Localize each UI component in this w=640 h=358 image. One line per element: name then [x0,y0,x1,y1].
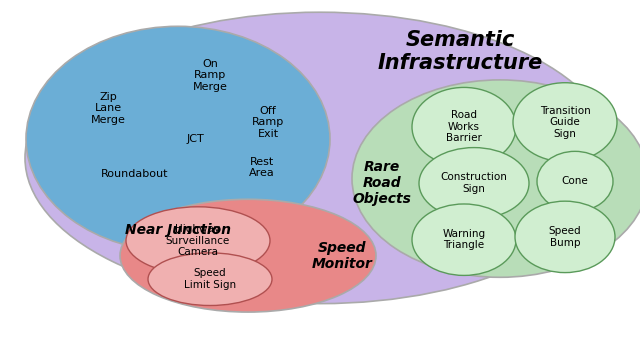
Ellipse shape [148,253,272,305]
Ellipse shape [26,26,330,252]
Ellipse shape [352,80,640,277]
Text: Zip
Lane
Merge: Zip Lane Merge [91,92,125,125]
Text: Cone: Cone [562,176,588,187]
Text: Road
Works
Barrier: Road Works Barrier [446,110,482,144]
Text: On
Ramp
Merge: On Ramp Merge [193,59,227,92]
Ellipse shape [120,199,376,312]
Ellipse shape [537,151,613,212]
Text: Off
Ramp
Exit: Off Ramp Exit [252,106,284,139]
Ellipse shape [513,83,617,162]
Text: Warning
Triangle: Warning Triangle [442,229,486,251]
Ellipse shape [126,207,270,275]
Text: Rest
Area: Rest Area [249,156,275,178]
Text: Speed
Limit Sign: Speed Limit Sign [184,268,236,290]
Ellipse shape [419,147,529,219]
Text: Speed
Monitor: Speed Monitor [312,241,372,271]
Ellipse shape [412,87,516,166]
Text: Speed
Bump: Speed Bump [548,226,581,248]
Text: Highway
Surveillance
Camera: Highway Surveillance Camera [166,224,230,257]
Text: Construction
Sign: Construction Sign [440,173,508,194]
Text: Near Junction: Near Junction [125,223,231,237]
Text: Roundabout: Roundabout [101,169,169,179]
Ellipse shape [25,12,615,304]
Text: Rare
Road
Objects: Rare Road Objects [353,160,412,207]
Ellipse shape [515,201,615,272]
Text: Transition
Guide
Sign: Transition Guide Sign [540,106,590,139]
Text: JCT: JCT [186,134,204,144]
Text: Semantic
Infrastructure: Semantic Infrastructure [378,30,543,73]
Ellipse shape [412,204,516,275]
